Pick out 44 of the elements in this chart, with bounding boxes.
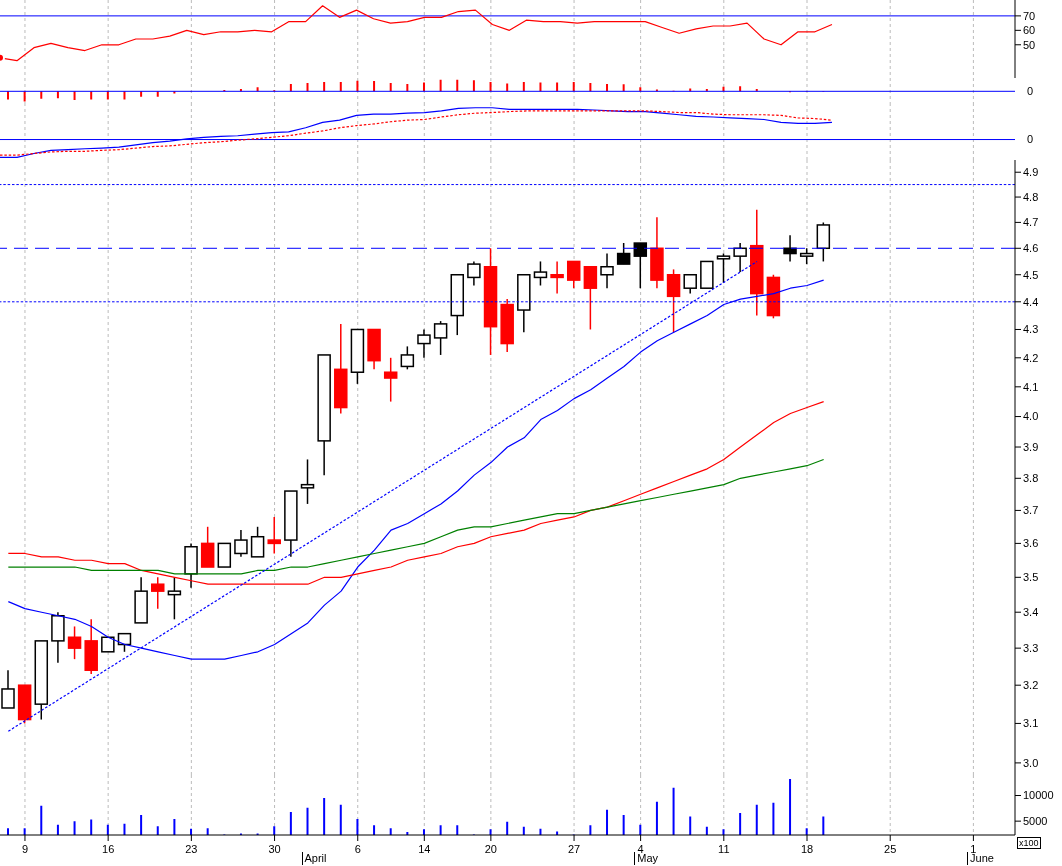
y-tick-label: 3.2: [1023, 679, 1039, 692]
y-tick-label: 3.0: [1023, 756, 1039, 769]
x-tick-label: 1: [970, 843, 977, 855]
y-tick-label: 3.3: [1023, 642, 1039, 655]
y-tick-label: 3.6: [1023, 537, 1039, 550]
x-tick-label: 27: [567, 843, 581, 855]
y-tick-label: 3.7: [1023, 504, 1039, 517]
x-tick-label: 14: [418, 843, 431, 855]
x-tick-label: 23: [185, 843, 198, 855]
ref-line-label: 0: [1027, 85, 1034, 98]
x-tick-label: 30: [268, 843, 281, 855]
text: June: [967, 852, 994, 865]
y-tick-label: 4.6: [1023, 242, 1039, 255]
y-tick-label: 3.9: [1023, 440, 1039, 453]
ref-line-label: 0: [1027, 133, 1034, 146]
y-tick-label: 3.4: [1023, 606, 1039, 619]
y-tick-label: 50: [1023, 38, 1036, 51]
x-tick-label: 9: [21, 843, 29, 855]
x-tick-label: 20: [484, 843, 497, 855]
y-tick-label: 4.7: [1023, 216, 1039, 229]
y-tick-label: 4.8: [1023, 190, 1039, 203]
x-tick-label: 25: [884, 843, 897, 855]
y-tick-label: 10000: [1023, 789, 1054, 802]
y-tick-label: 4.5: [1023, 268, 1039, 281]
y-tick-label: 3.1: [1023, 717, 1039, 730]
y-tick-label: 60: [1023, 24, 1036, 37]
y-axis-title: x100: [1017, 837, 1041, 849]
y-tick-label: 70: [1023, 9, 1036, 22]
y-tick-label: 4.9: [1023, 166, 1039, 179]
y-tick-label: 3.8: [1023, 472, 1039, 485]
y-tick-label: 4.2: [1023, 351, 1039, 364]
x-tick-label: 18: [800, 843, 814, 855]
text: May: [634, 852, 659, 865]
x-tick-label: 4: [637, 843, 644, 855]
y-tick-label: 4.3: [1023, 323, 1039, 336]
x-tick-label: 6: [354, 843, 361, 855]
x-tick-label: 16: [102, 843, 115, 855]
x-tick-label: 11: [718, 843, 730, 855]
y-tick-label: 4.0: [1023, 410, 1039, 423]
y-tick-label: 3.5: [1023, 571, 1039, 584]
y-tick-label: 5000: [1023, 815, 1048, 828]
y-tick-label: 4.4: [1023, 295, 1039, 308]
text: April: [301, 852, 327, 865]
y-tick-label: 4.1: [1023, 380, 1039, 393]
